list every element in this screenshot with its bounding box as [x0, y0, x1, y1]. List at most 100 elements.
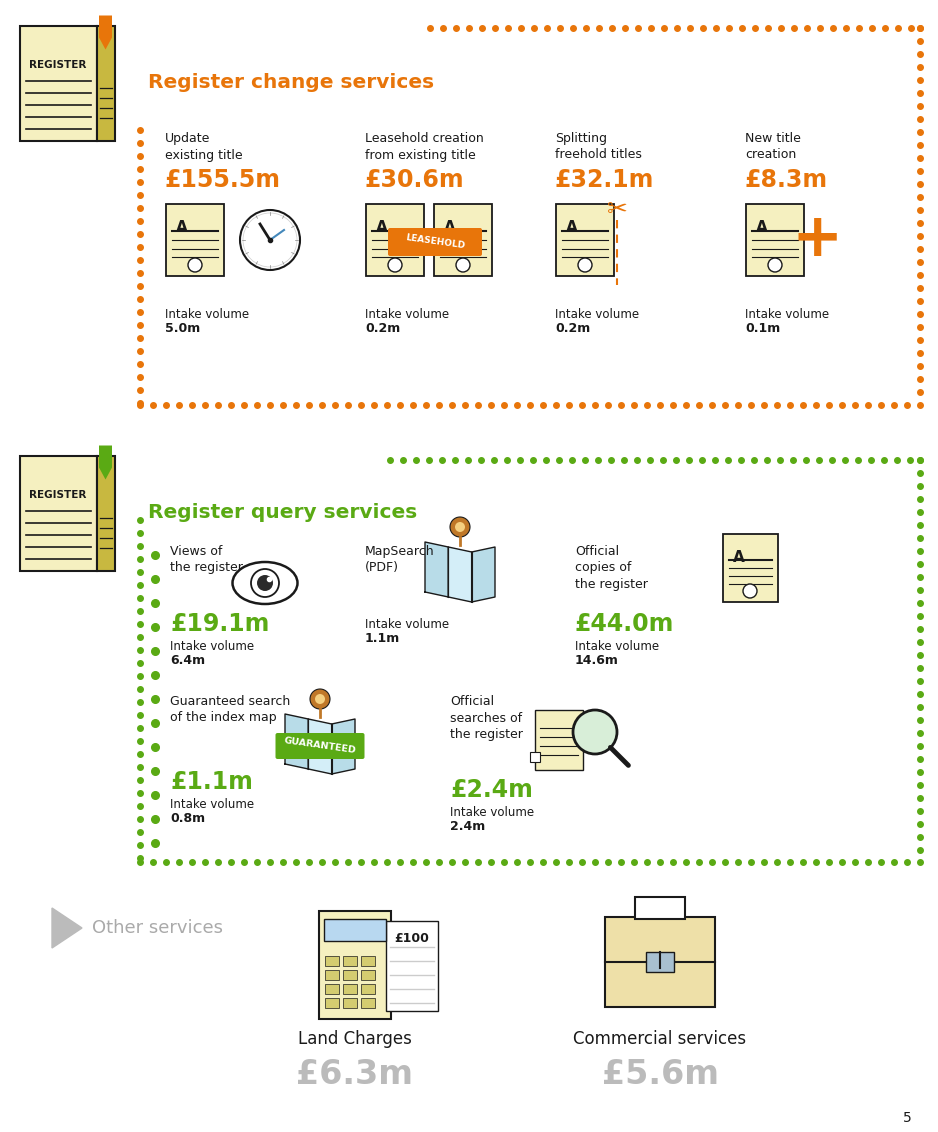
Text: ✂: ✂ — [607, 198, 628, 222]
FancyBboxPatch shape — [386, 921, 438, 1011]
Text: New title
creation: New title creation — [745, 132, 801, 162]
Text: £44.0m: £44.0m — [575, 612, 674, 636]
Text: £8.3m: £8.3m — [745, 168, 828, 192]
Text: Commercial services: Commercial services — [573, 1030, 747, 1048]
Text: 14.6m: 14.6m — [575, 654, 619, 667]
FancyBboxPatch shape — [97, 455, 114, 571]
Circle shape — [456, 258, 470, 272]
Text: 0.8m: 0.8m — [170, 812, 205, 825]
Text: REGISTER: REGISTER — [29, 60, 86, 70]
FancyBboxPatch shape — [325, 970, 339, 980]
FancyBboxPatch shape — [97, 26, 114, 140]
FancyBboxPatch shape — [646, 952, 674, 972]
Polygon shape — [472, 547, 495, 602]
Polygon shape — [285, 714, 309, 769]
Circle shape — [573, 710, 617, 754]
Ellipse shape — [233, 561, 297, 604]
Text: Guaranteed search
of the index map: Guaranteed search of the index map — [170, 695, 290, 724]
Circle shape — [768, 258, 782, 272]
Text: £6.3m: £6.3m — [296, 1058, 414, 1091]
Text: 5.0m: 5.0m — [165, 321, 200, 335]
Text: Update
existing title: Update existing title — [165, 132, 243, 162]
FancyBboxPatch shape — [325, 998, 339, 1007]
Text: 6.4m: 6.4m — [170, 654, 205, 667]
FancyBboxPatch shape — [324, 919, 386, 941]
Text: 0.1m: 0.1m — [745, 321, 780, 335]
Text: £1.1m: £1.1m — [170, 770, 253, 794]
FancyBboxPatch shape — [343, 998, 357, 1007]
Text: LEASEHOLD: LEASEHOLD — [404, 233, 465, 250]
Polygon shape — [99, 446, 112, 480]
Polygon shape — [425, 542, 448, 597]
Text: £5.6m: £5.6m — [601, 1058, 719, 1091]
Circle shape — [251, 569, 279, 597]
FancyBboxPatch shape — [434, 204, 492, 276]
FancyBboxPatch shape — [361, 970, 375, 980]
FancyBboxPatch shape — [530, 752, 540, 762]
FancyBboxPatch shape — [535, 710, 583, 770]
Text: A: A — [756, 220, 767, 235]
FancyBboxPatch shape — [276, 734, 365, 758]
FancyBboxPatch shape — [361, 957, 375, 966]
Circle shape — [315, 694, 325, 704]
Circle shape — [310, 689, 330, 709]
Polygon shape — [309, 719, 332, 774]
FancyBboxPatch shape — [343, 984, 357, 994]
FancyBboxPatch shape — [325, 984, 339, 994]
Text: Intake volume: Intake volume — [170, 798, 254, 811]
FancyBboxPatch shape — [319, 911, 391, 1019]
Text: 1.1m: 1.1m — [365, 632, 401, 645]
FancyBboxPatch shape — [20, 26, 97, 140]
Circle shape — [388, 258, 402, 272]
FancyBboxPatch shape — [361, 998, 375, 1007]
Text: £32.1m: £32.1m — [555, 168, 655, 192]
Text: Intake volume: Intake volume — [575, 640, 659, 653]
Circle shape — [450, 517, 470, 537]
Circle shape — [455, 522, 465, 532]
Text: Register change services: Register change services — [148, 72, 434, 92]
Text: Views of
the register: Views of the register — [170, 544, 243, 575]
FancyBboxPatch shape — [746, 204, 804, 276]
Text: Intake volume: Intake volume — [365, 618, 449, 631]
FancyBboxPatch shape — [325, 957, 339, 966]
Polygon shape — [448, 547, 472, 602]
Text: Intake volume: Intake volume — [170, 640, 254, 653]
Text: £155.5m: £155.5m — [165, 168, 281, 192]
Text: 0.2m: 0.2m — [555, 321, 590, 335]
FancyBboxPatch shape — [343, 957, 357, 966]
Circle shape — [243, 213, 297, 267]
Polygon shape — [99, 16, 112, 50]
FancyBboxPatch shape — [166, 204, 224, 276]
Text: Official
copies of
the register: Official copies of the register — [575, 544, 648, 591]
Text: £19.1m: £19.1m — [170, 612, 269, 636]
Text: GUARANTEED: GUARANTEED — [283, 737, 356, 755]
Text: £30.6m: £30.6m — [365, 168, 464, 192]
Text: Intake volume: Intake volume — [745, 308, 829, 321]
FancyBboxPatch shape — [635, 897, 685, 919]
Circle shape — [257, 575, 273, 591]
Polygon shape — [332, 719, 355, 774]
FancyBboxPatch shape — [388, 228, 482, 256]
FancyBboxPatch shape — [366, 204, 424, 276]
Text: REGISTER: REGISTER — [29, 490, 86, 500]
Text: 0.2m: 0.2m — [365, 321, 401, 335]
Text: Intake volume: Intake volume — [555, 308, 639, 321]
FancyBboxPatch shape — [20, 455, 97, 571]
Text: Other services: Other services — [92, 919, 223, 937]
Text: Intake volume: Intake volume — [165, 308, 250, 321]
Text: A: A — [376, 220, 387, 235]
Text: Splitting
freehold titles: Splitting freehold titles — [555, 132, 642, 162]
Text: Register query services: Register query services — [148, 503, 417, 522]
Text: Leasehold creation
from existing title: Leasehold creation from existing title — [365, 132, 484, 162]
Text: 5: 5 — [903, 1110, 912, 1125]
Text: 2.4m: 2.4m — [450, 820, 485, 833]
Text: A: A — [444, 220, 456, 235]
FancyBboxPatch shape — [605, 917, 715, 1007]
FancyBboxPatch shape — [556, 204, 614, 276]
Circle shape — [188, 258, 202, 272]
Text: Official
searches of
the register: Official searches of the register — [450, 695, 522, 741]
Text: Land Charges: Land Charges — [298, 1030, 412, 1048]
Polygon shape — [52, 908, 82, 947]
Circle shape — [578, 258, 592, 272]
FancyBboxPatch shape — [722, 534, 778, 602]
